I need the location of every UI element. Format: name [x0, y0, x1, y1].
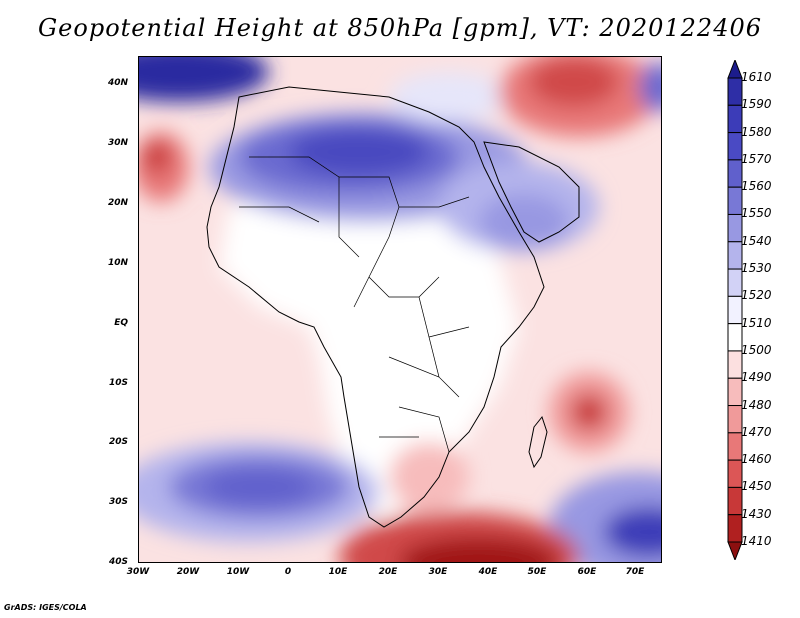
lon-label-0: 0: [284, 567, 292, 577]
colorbar-level-label: 1610: [741, 70, 772, 84]
colorbar-box: [727, 323, 743, 352]
colorbar-level-label: 1540: [741, 233, 772, 248]
colorbar-box: [727, 377, 743, 407]
lat-label-30s: 30S: [108, 497, 128, 507]
lon-label-20w: 20W: [176, 567, 200, 577]
colorbar-box: [727, 159, 743, 188]
lat-label-40s: 40S: [108, 557, 128, 567]
colorbar-level-label: 1430: [741, 506, 772, 521]
colorbar-level-label: 1510: [741, 315, 772, 330]
lat-label-20n: 20N: [107, 198, 128, 208]
coastline-outlines: [206, 86, 580, 528]
lon-label-60e: 60E: [577, 567, 597, 577]
colorbar-level-label: 1580: [741, 124, 772, 139]
lon-label-10w: 10W: [226, 567, 250, 577]
lon-label-10e: 10E: [328, 567, 348, 577]
colorbar-box: [727, 350, 743, 379]
lat-label-30n: 30N: [107, 138, 128, 148]
lat-label-10n: 10N: [107, 258, 128, 268]
colorbar-box: [727, 104, 743, 134]
colorbar-box: [727, 432, 743, 461]
lat-label-10s: 10S: [108, 378, 128, 388]
chart-title: Geopotential Height at 850hPa [gpm], VT:…: [38, 14, 762, 42]
colorbar-box: [727, 514, 743, 543]
colorbar-level-label: 1480: [741, 397, 772, 412]
colorbar-level-label: 1590: [741, 97, 772, 112]
colorbar-box: [727, 295, 743, 325]
colorbar-box: [727, 459, 743, 488]
colorbar: [727, 60, 743, 560]
colorbar-top-triangle: [727, 60, 743, 79]
colorbar-level-label: 1550: [741, 206, 772, 221]
height-field-map: [139, 57, 661, 562]
arabia-outline: [483, 141, 580, 243]
colorbar-level-label: 1560: [741, 179, 772, 194]
lon-label-30w: 30W: [126, 567, 150, 577]
colorbar-box: [727, 132, 743, 161]
africa-coastline: [206, 86, 545, 528]
colorbar-box: [727, 241, 743, 270]
map-panel[interactable]: [138, 56, 662, 563]
lat-label-20s: 20S: [108, 437, 128, 447]
lat-label-40n: 40N: [107, 78, 128, 88]
colorbar-level-label: 1530: [741, 261, 772, 276]
colorbar-boxes: [727, 60, 743, 560]
height-field-shading: [139, 57, 661, 562]
lon-label-50e: 50E: [527, 567, 547, 577]
colorbar-box: [727, 405, 743, 434]
colorbar-box: [727, 486, 743, 516]
colorbar-level-label: 1450: [741, 479, 772, 494]
colorbar-bottom-triangle: [727, 541, 743, 560]
colorbar-level-label: 1490: [741, 370, 772, 385]
colorbar-level-label: 1570: [741, 151, 772, 166]
colorbar-box: [727, 268, 743, 297]
colorbar-box: [727, 186, 743, 215]
lat-label-eq: EQ: [114, 318, 128, 328]
colorbar-level-label: 1460: [741, 452, 772, 467]
lon-label-70e: 70E: [625, 567, 645, 577]
madagascar-outline: [528, 415, 548, 469]
colorbar-level-label: 1470: [741, 424, 772, 439]
colorbar-level-label: 1500: [741, 342, 772, 357]
lon-label-20e: 20E: [378, 567, 398, 577]
borders: [239, 156, 470, 453]
lon-label-40e: 40E: [478, 567, 498, 577]
colorbar-level-label: 1520: [741, 288, 772, 303]
colorbar-box: [727, 77, 743, 106]
lon-label-30e: 30E: [428, 567, 448, 577]
colorbar-level-label: 1410: [741, 534, 772, 548]
colorbar-box: [727, 213, 743, 243]
grads-credit: GrADS: IGES/COLA: [4, 603, 87, 612]
